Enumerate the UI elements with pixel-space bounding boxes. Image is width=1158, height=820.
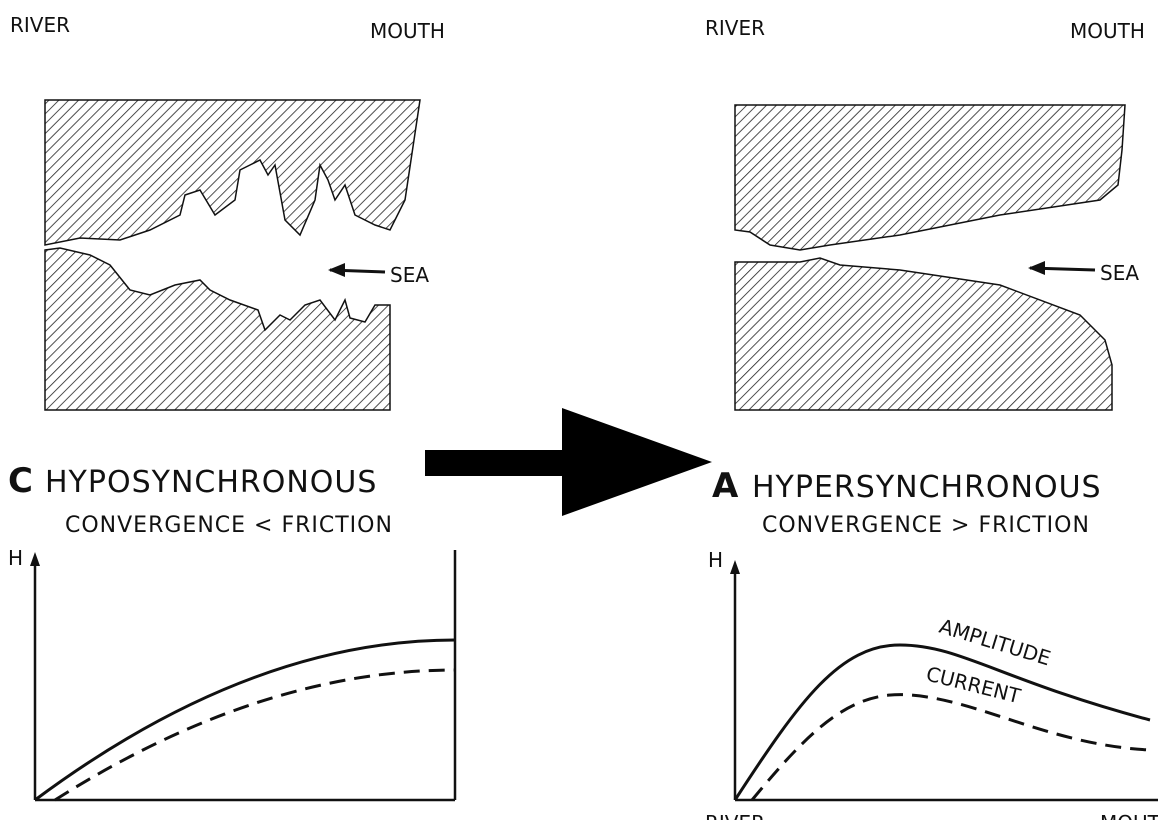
curve-label: AMPLITUDE — [937, 614, 1054, 671]
left-graph: H — [8, 546, 455, 800]
sea-label: SEA — [1100, 261, 1139, 285]
river-label: RIVER — [10, 13, 70, 37]
sea-label: SEA — [390, 263, 429, 287]
land — [735, 105, 1125, 250]
current-curve — [55, 670, 455, 800]
current-curve — [752, 695, 1150, 800]
figure: RIVER MOUTH SEA RIVER MOUTH SEA C HYPOSY… — [0, 0, 1158, 820]
right-map: RIVER MOUTH SEA — [705, 16, 1145, 410]
amplitude-curve — [35, 640, 455, 800]
mouth-label: MOUTH — [1070, 19, 1145, 43]
right-graph: H AMPLITUDE CURRENT RIVER MOUTH — [705, 548, 1158, 820]
y-axis-label: H — [8, 546, 23, 570]
land — [735, 258, 1112, 410]
panel-subtitle: CONVERGENCE < FRICTION — [65, 513, 393, 538]
y-axis-label: H — [708, 548, 723, 572]
mouth-label: MOUTH — [370, 19, 445, 43]
panel-letter: A — [712, 466, 739, 506]
panel-title: HYPERSYNCHRONOUS — [752, 470, 1102, 505]
land — [45, 100, 420, 245]
panel-title: HYPOSYNCHRONOUS — [45, 465, 377, 500]
x-end-label: MOUTH — [1100, 811, 1158, 820]
left-map: RIVER MOUTH SEA — [10, 13, 445, 410]
panel-subtitle: CONVERGENCE > FRICTION — [762, 513, 1090, 538]
x-start-label: RIVER — [705, 811, 765, 820]
transition-arrow — [425, 408, 712, 516]
curve-label: CURRENT — [924, 662, 1024, 709]
panel-letter: C — [8, 461, 33, 501]
river-label: RIVER — [705, 16, 765, 40]
